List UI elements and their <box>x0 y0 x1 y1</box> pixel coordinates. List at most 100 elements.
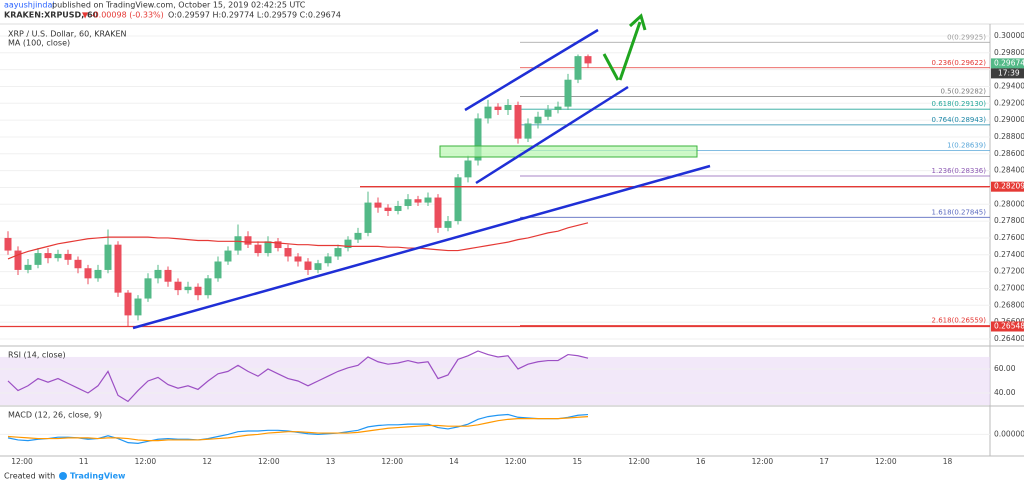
rsi-line <box>7 350 589 403</box>
candle-body <box>104 244 112 270</box>
candle-body <box>514 104 522 139</box>
fib-label: 1(0.28639) <box>947 141 986 149</box>
candle-body <box>414 199 422 203</box>
x-tick-label: 12:00 <box>258 457 280 466</box>
time-box <box>991 68 1024 79</box>
y-tick-label: 0.28800 <box>994 132 1024 141</box>
candle-body <box>164 269 172 282</box>
y-tick-label: 0.27800 <box>994 216 1024 225</box>
y-tick-label: 0.27400 <box>994 250 1024 259</box>
candle-body <box>54 253 62 259</box>
candle-body <box>264 241 272 254</box>
candle-body <box>574 56 582 80</box>
brand: TradingView <box>70 472 126 481</box>
candle-body <box>184 286 192 291</box>
candle-body <box>214 261 222 279</box>
arrow-head <box>628 13 647 31</box>
x-tick-label: 12:00 <box>505 457 527 466</box>
y-tick-label: 60.00 <box>994 364 1016 373</box>
candle-body <box>434 197 442 228</box>
price-box <box>991 181 1024 192</box>
x-tick-label: 12 <box>202 457 212 466</box>
plot: 0.300000.298000.296000.294000.292000.290… <box>0 30 1024 466</box>
y-tick-label: 0.00000 <box>994 429 1024 438</box>
pane-title: MACD (12, 26, close, 9) <box>8 411 102 420</box>
candle-body <box>234 236 242 251</box>
candle-body <box>224 250 232 262</box>
macd-line <box>7 413 589 444</box>
support-zone <box>439 145 698 158</box>
candle-body <box>384 207 392 212</box>
arrow <box>618 21 642 81</box>
x-tick-label: 14 <box>449 457 459 466</box>
candle-body <box>144 278 152 299</box>
candle-body <box>494 106 502 111</box>
candle-body <box>294 256 302 262</box>
candle-body <box>554 106 562 111</box>
candle-body <box>124 292 132 316</box>
price-label: 0.29674 <box>994 58 1024 67</box>
change: ▼ -0.00098 (-0.33%) <box>82 11 164 20</box>
fib-label: 0.618(0.29130) <box>932 100 987 108</box>
ohlc: O:0.29597 H:0.29774 L:0.29579 C:0.29674 <box>168 11 341 20</box>
x-tick-label: 12:00 <box>11 457 33 466</box>
candle-body <box>24 264 32 270</box>
candle-body <box>534 116 542 124</box>
price-label: 0.28209 <box>994 182 1024 191</box>
candle-body <box>14 250 22 270</box>
candle-body <box>484 106 492 119</box>
ma-line <box>7 222 589 260</box>
candle-body <box>374 202 382 208</box>
candle-body <box>544 110 552 117</box>
fib-label: 2.618(0.26559) <box>932 317 987 325</box>
y-tick-label: 0.27600 <box>994 233 1024 242</box>
candle-body <box>94 269 102 279</box>
y-tick-label: 0.29800 <box>994 48 1024 57</box>
x-tick-label: 12:00 <box>381 457 403 466</box>
symbol: KRAKEN:XRPUSD, 60 <box>4 11 99 20</box>
fib-label: 0.236(0.29622) <box>932 59 987 67</box>
candle-body <box>4 237 12 251</box>
candle-body <box>274 241 282 249</box>
footer: Created with <box>4 472 55 481</box>
x-tick-label: 18 <box>943 457 953 466</box>
legend: MA (100, close) <box>8 39 70 48</box>
rsi-band <box>0 356 990 405</box>
author: aayushjindal <box>4 1 55 10</box>
fib-label: 0.764(0.28943) <box>932 116 987 124</box>
y-tick-label: 0.29200 <box>994 98 1024 107</box>
y-tick-label: 0.28000 <box>994 199 1024 208</box>
y-tick-label: 0.30000 <box>994 31 1024 40</box>
candle-body <box>334 248 342 257</box>
published: published on TradingView.com, October 15… <box>52 1 306 10</box>
candle-body <box>364 202 372 233</box>
price-box <box>991 321 1024 332</box>
candle-body <box>254 244 262 254</box>
arrow <box>602 53 620 81</box>
price-box <box>991 58 1024 69</box>
channel-top <box>464 28 599 112</box>
candle-body <box>524 123 532 139</box>
y-tick-label: 0.28600 <box>994 149 1024 158</box>
x-tick-label: 12:00 <box>135 457 157 466</box>
fib-label: 1.618(0.27845) <box>932 208 987 216</box>
candle-body <box>204 278 212 296</box>
fib-label: 0.5(0.29282) <box>940 87 986 95</box>
y-tick-label: 0.27000 <box>994 283 1024 292</box>
candle-body <box>114 244 122 293</box>
chart-title: XRP / U.S. Dollar, 60, KRAKEN <box>8 30 127 39</box>
x-tick-label: 12:00 <box>752 457 774 466</box>
candle-body <box>344 239 352 249</box>
y-tick-label: 0.26800 <box>994 300 1024 309</box>
pane-title: RSI (14, close) <box>8 351 66 360</box>
y-tick-label: 40.00 <box>994 388 1016 397</box>
candle-body <box>244 236 252 245</box>
candle-body <box>474 118 482 161</box>
candle-body <box>404 199 412 206</box>
candle-body <box>584 56 592 64</box>
y-tick-label: 0.27200 <box>994 267 1024 276</box>
x-tick-label: 16 <box>696 457 706 466</box>
candle-body <box>394 205 402 212</box>
